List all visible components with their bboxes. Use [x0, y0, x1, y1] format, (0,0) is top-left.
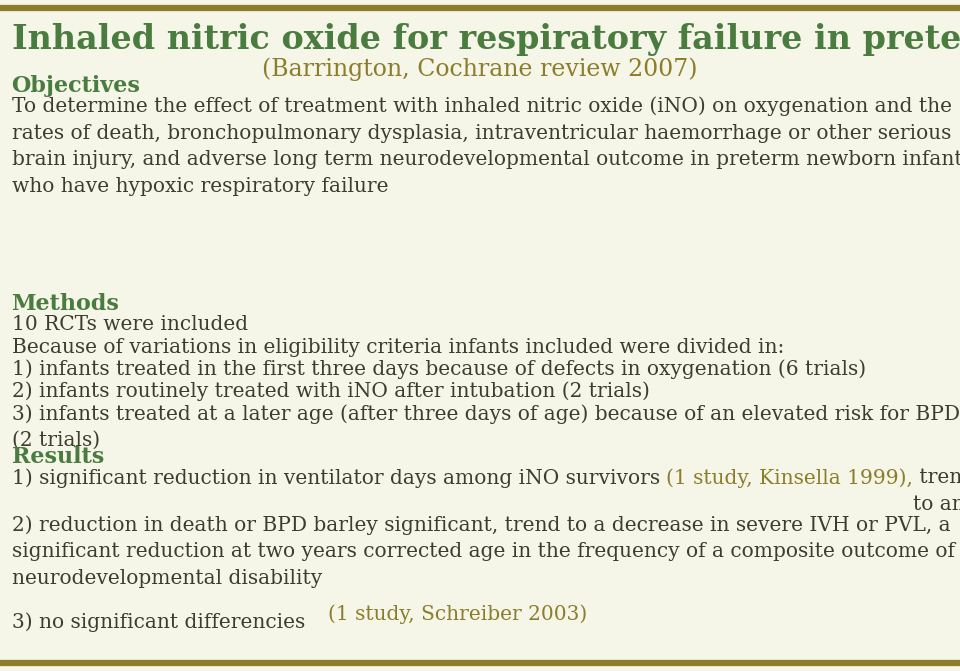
Text: 1) significant reduction in ventilator days among iNO survivors: 1) significant reduction in ventilator d… — [12, 468, 666, 488]
Text: 2) infants routinely treated with iNO after intubation (2 trials): 2) infants routinely treated with iNO af… — [12, 382, 649, 401]
Text: 2) reduction in death or BPD barley significant, trend to a decrease in severe I: 2) reduction in death or BPD barley sign… — [12, 515, 954, 588]
Text: (Barrington, Cochrane review 2007): (Barrington, Cochrane review 2007) — [262, 57, 698, 81]
Text: Methods: Methods — [12, 293, 119, 315]
Text: Because of variations in eligibility criteria infants included were divided in:: Because of variations in eligibility cri… — [12, 338, 784, 356]
Text: trend
to an increased incidence of severe IVH and in severe IVH or PVL: trend to an increased incidence of sever… — [913, 468, 960, 514]
Text: 3) no significant differencies: 3) no significant differencies — [12, 612, 304, 631]
Text: (1 study, Schreiber 2003): (1 study, Schreiber 2003) — [328, 604, 588, 623]
Text: To determine the effect of treatment with inhaled nitric oxide (iNO) on oxygenat: To determine the effect of treatment wit… — [12, 97, 960, 196]
Text: Inhaled nitric oxide for respiratory failure in preterm infants: Inhaled nitric oxide for respiratory fai… — [12, 23, 960, 56]
Text: 10 RCTs were included: 10 RCTs were included — [12, 315, 248, 334]
Text: (1 study, Kinsella 1999),: (1 study, Kinsella 1999), — [666, 468, 913, 488]
Text: neurodevelopmental disability: neurodevelopmental disability — [12, 604, 328, 623]
Text: 3) infants treated at a later age (after three days of age) because of an elevat: 3) infants treated at a later age (after… — [12, 404, 960, 450]
Text: Objectives: Objectives — [12, 75, 140, 97]
Text: Results: Results — [12, 446, 104, 468]
Text: 1) infants treated in the first three days because of defects in oxygenation (6 : 1) infants treated in the first three da… — [12, 360, 866, 379]
